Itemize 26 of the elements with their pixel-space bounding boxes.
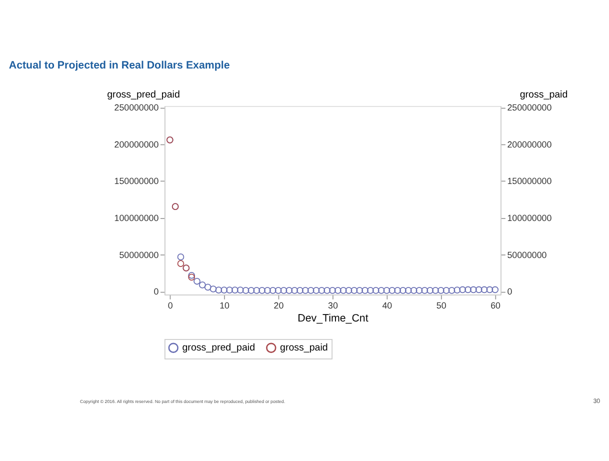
y2-tick-label: 0 xyxy=(507,286,512,297)
y2-tick-label: 100000000 xyxy=(507,213,552,224)
legend-label: gross_pred_paid xyxy=(182,342,256,354)
chart-title: Actual to Projected in Real Dollars Example xyxy=(8,60,230,72)
y2-tick-label: 250000000 xyxy=(507,102,552,113)
y-tick-label: 100000000 xyxy=(114,213,159,224)
y-tick-label: 0 xyxy=(154,286,159,297)
y2-tick-label: 50000000 xyxy=(507,250,547,260)
y2-tick-label: 200000000 xyxy=(507,139,552,150)
y-tick-label: 50000000 xyxy=(119,250,159,260)
x-tick-label: 0 xyxy=(168,300,173,310)
y2-tick-label: 150000000 xyxy=(507,176,552,186)
x-tick-label: 20 xyxy=(274,300,284,310)
legend-label: gross_paid xyxy=(280,342,328,354)
y-axis-title: gross_pred_paid xyxy=(107,90,180,101)
point xyxy=(177,260,184,268)
y-tick-label: 150000000 xyxy=(114,176,159,186)
x-tick-label: 60 xyxy=(490,300,501,310)
x-tick-label: 10 xyxy=(220,300,230,310)
x-tick-label: 30 xyxy=(328,300,338,310)
y2-axis-title: gross_paid xyxy=(520,90,568,101)
y-tick-label: 250000000 xyxy=(114,102,159,113)
x-tick-label: 40 xyxy=(382,300,392,310)
x-tick-label: 50 xyxy=(436,300,446,310)
y-tick-label: 200000000 xyxy=(114,139,159,150)
x-axis-title: Dev_Time_Cnt xyxy=(298,312,368,325)
